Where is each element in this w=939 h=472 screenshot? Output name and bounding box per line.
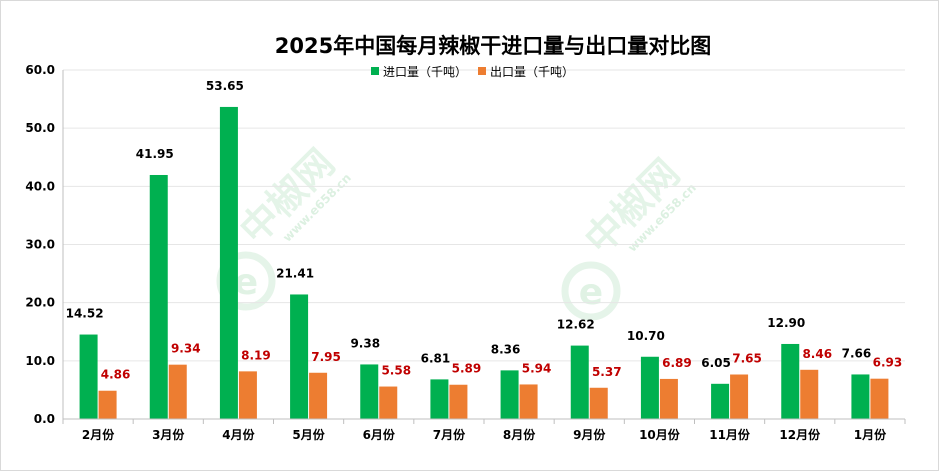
bar-labels: 14.52 4.86 41.95 9.34 53.65 8.19 21.41 7.95 9.38… bbox=[66, 79, 903, 382]
watermark-logo-ring bbox=[561, 261, 621, 321]
axes: 0.0 10.0 20.0 30.0 40.0 50.0 60.0 2月份 3月份 4月份 5月份 6… bbox=[25, 63, 906, 442]
x-tick-label: 10月份 bbox=[639, 427, 681, 442]
import-data-label: 9.38 bbox=[350, 336, 380, 350]
export-bar bbox=[379, 386, 398, 419]
import-bar bbox=[360, 364, 379, 419]
export-data-label: 8.19 bbox=[241, 348, 271, 362]
export-data-label: 6.89 bbox=[662, 356, 692, 370]
x-tick-label: 11月份 bbox=[709, 427, 751, 442]
import-data-label: 8.36 bbox=[491, 342, 521, 356]
y-tick-label: 60.0 bbox=[25, 63, 55, 77]
import-bar bbox=[640, 356, 659, 419]
import-bar bbox=[219, 106, 238, 419]
bars bbox=[79, 106, 889, 419]
export-data-label: 5.94 bbox=[522, 361, 552, 375]
import-bar bbox=[290, 294, 309, 419]
x-tick-label: 9月份 bbox=[573, 427, 606, 442]
legend: 进口量（千吨） 出口量（千吨） bbox=[371, 65, 574, 79]
import-bar bbox=[149, 174, 168, 419]
x-tick-label: 1月份 bbox=[854, 427, 887, 442]
import-data-label: 6.81 bbox=[421, 351, 451, 365]
export-data-label: 5.37 bbox=[592, 365, 622, 379]
export-bar bbox=[168, 364, 187, 419]
export-data-label: 7.95 bbox=[311, 350, 341, 364]
y-tick-label: 10.0 bbox=[25, 354, 55, 368]
export-bar bbox=[309, 372, 328, 419]
import-bar bbox=[570, 345, 589, 419]
legend-item-import: 进口量（千吨） bbox=[371, 65, 467, 79]
legend-swatch bbox=[478, 67, 486, 75]
export-data-label: 8.46 bbox=[802, 347, 832, 361]
legend-label: 出口量（千吨） bbox=[490, 65, 574, 79]
x-tick-label: 6月份 bbox=[363, 427, 396, 442]
export-bar bbox=[238, 371, 257, 419]
export-data-label: 4.86 bbox=[101, 368, 131, 382]
x-tick-label: 8月份 bbox=[503, 427, 536, 442]
import-data-label: 10.70 bbox=[627, 329, 665, 343]
export-bar bbox=[659, 378, 678, 419]
export-data-label: 5.89 bbox=[452, 362, 482, 376]
import-data-label: 41.95 bbox=[136, 147, 174, 161]
import-data-label: 21.41 bbox=[276, 266, 314, 280]
import-data-label: 14.52 bbox=[66, 307, 104, 321]
import-bar bbox=[430, 379, 449, 419]
export-bar bbox=[519, 384, 538, 419]
import-bar bbox=[711, 383, 730, 419]
import-bar bbox=[781, 343, 800, 419]
import-bar bbox=[79, 334, 98, 419]
import-data-label: 6.05 bbox=[701, 356, 731, 370]
export-data-label: 6.93 bbox=[873, 356, 903, 370]
import-bar bbox=[500, 370, 519, 419]
export-data-label: 9.34 bbox=[171, 342, 201, 356]
watermark-logo-letter: e bbox=[579, 272, 603, 313]
export-bar bbox=[98, 390, 117, 419]
y-tick-label: 40.0 bbox=[25, 179, 55, 193]
import-data-label: 12.90 bbox=[767, 316, 805, 330]
import-bar bbox=[851, 374, 870, 419]
export-bar bbox=[589, 387, 608, 419]
x-tick-label: 4月份 bbox=[222, 427, 255, 442]
export-bar bbox=[870, 378, 889, 419]
export-bar bbox=[730, 374, 749, 419]
y-tick-label: 50.0 bbox=[25, 121, 55, 135]
export-data-label: 7.65 bbox=[732, 352, 762, 366]
import-data-label: 12.62 bbox=[557, 318, 595, 332]
legend-label: 进口量（千吨） bbox=[383, 65, 467, 79]
y-tick-label: 0.0 bbox=[34, 412, 55, 426]
export-bar bbox=[800, 369, 819, 419]
x-tick-label: 5月份 bbox=[292, 427, 325, 442]
x-tick-label: 7月份 bbox=[433, 427, 466, 442]
x-tick-label: 2月份 bbox=[82, 427, 115, 442]
export-bar bbox=[449, 384, 468, 419]
x-tick-label: 12月份 bbox=[779, 427, 821, 442]
y-tick-label: 20.0 bbox=[25, 296, 55, 310]
import-data-label: 53.65 bbox=[206, 79, 244, 93]
chart-title: 2025年中国每月辣椒干进口量与出口量对比图 bbox=[275, 34, 711, 58]
y-tick-label: 30.0 bbox=[25, 238, 55, 252]
legend-item-export: 出口量（千吨） bbox=[478, 65, 574, 79]
export-data-label: 5.58 bbox=[381, 364, 411, 378]
x-tick-label: 3月份 bbox=[152, 427, 185, 442]
import-data-label: 7.66 bbox=[842, 346, 872, 360]
legend-swatch bbox=[371, 67, 379, 75]
